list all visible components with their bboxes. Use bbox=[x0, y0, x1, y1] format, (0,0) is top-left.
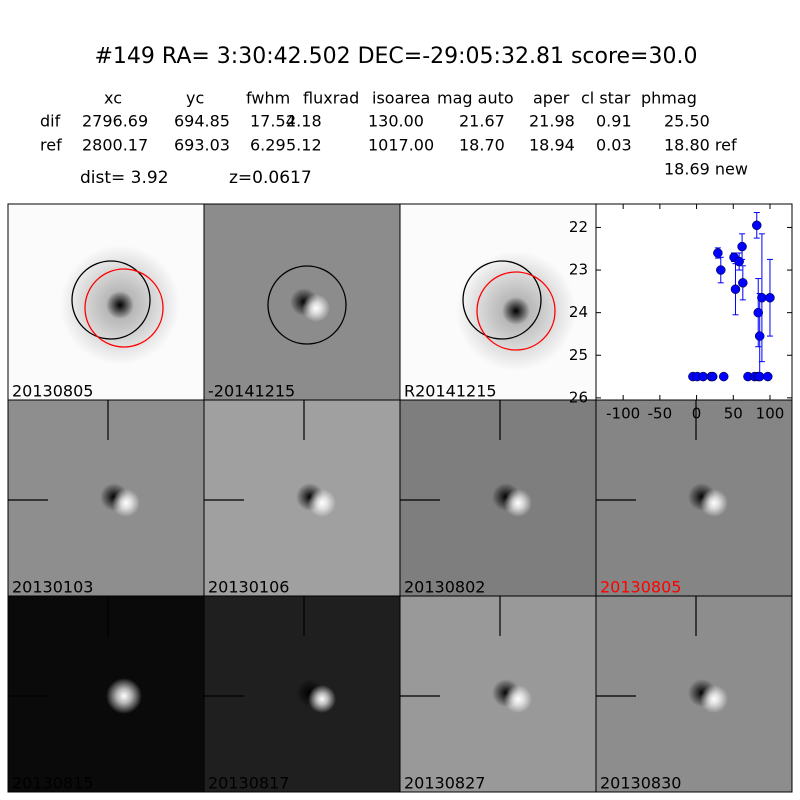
phmag-new: 18.69 new bbox=[664, 160, 748, 179]
data-point bbox=[718, 371, 729, 382]
data-point bbox=[753, 307, 763, 318]
image-stamp: -20141215 bbox=[203, 203, 401, 401]
stamp-label: -20141215 bbox=[208, 382, 295, 401]
table-cell: 130.00 bbox=[368, 112, 424, 131]
title: #149 RA= 3:30:42.502 DEC=-29:05:32.81 sc… bbox=[95, 44, 698, 69]
stamp-label: 20130830 bbox=[600, 774, 681, 793]
data-point bbox=[730, 284, 741, 294]
y-tick-label: 22 bbox=[569, 218, 588, 236]
x-tick-label: -100 bbox=[606, 405, 640, 423]
data-point bbox=[757, 292, 767, 303]
table-cell: 17.54 bbox=[250, 112, 296, 131]
table-cell: 21.98 bbox=[529, 112, 575, 131]
stamp-label: 20130106 bbox=[208, 578, 289, 597]
y-tick-label: 23 bbox=[569, 261, 588, 279]
x-tick-label: 0 bbox=[692, 405, 702, 423]
redshift: z=0.0617 bbox=[229, 168, 312, 188]
table-cell: 0.91 bbox=[596, 112, 632, 131]
image-stamp: 20130815 bbox=[7, 595, 205, 793]
table-cell: 21.67 bbox=[459, 112, 505, 131]
y-tick-label: 26 bbox=[569, 388, 588, 406]
image-stamp: 20130802 bbox=[399, 399, 597, 597]
column-header: fwhm bbox=[246, 89, 290, 108]
data-point bbox=[763, 371, 773, 382]
table-cell: 1017.00 bbox=[368, 136, 434, 155]
column-header: xc bbox=[104, 89, 122, 108]
column-header: fluxrad bbox=[303, 89, 359, 108]
x-tick-label: -50 bbox=[648, 405, 673, 423]
x-tick-label: 50 bbox=[724, 405, 743, 423]
aperture bbox=[71, 260, 151, 340]
column-header: phmag bbox=[641, 89, 697, 108]
data-point bbox=[716, 265, 726, 275]
x-tick-label: 100 bbox=[756, 405, 785, 423]
image-stamp: 20130805 bbox=[595, 399, 793, 597]
data-point bbox=[738, 278, 748, 288]
dist: dist= 3.92 bbox=[80, 168, 169, 188]
image-stamp: 20130805 bbox=[7, 203, 205, 401]
stamp-label: 20130827 bbox=[404, 774, 485, 793]
column-header: cl star bbox=[581, 89, 631, 108]
source-positive bbox=[504, 489, 532, 517]
stamp-background bbox=[8, 596, 204, 792]
image-stamp: 20130817 bbox=[203, 595, 401, 793]
image-stamp: R20141215 bbox=[399, 203, 597, 401]
data-point bbox=[707, 371, 718, 382]
table-cell: 0.03 bbox=[596, 136, 632, 155]
image-stamp: 20130827 bbox=[399, 595, 597, 793]
source-positive bbox=[700, 489, 728, 517]
table-cell: 5.12 bbox=[286, 136, 322, 155]
stamp-label: 20130805 bbox=[600, 578, 681, 597]
table-cell: 2800.17 bbox=[82, 136, 148, 155]
source-positive bbox=[308, 685, 336, 713]
table-cell: 693.03 bbox=[174, 136, 230, 155]
aperture bbox=[476, 271, 556, 351]
table-cell: 18.70 bbox=[459, 136, 505, 155]
stamp-label: 20130802 bbox=[404, 578, 485, 597]
image-stamp: 20130830 bbox=[595, 595, 793, 793]
stamp-label: R20141215 bbox=[404, 382, 497, 401]
source-positive bbox=[700, 685, 728, 713]
data-point bbox=[765, 292, 775, 303]
image-stamp: 20130106 bbox=[203, 399, 401, 597]
stamp-border bbox=[595, 595, 793, 793]
source bbox=[502, 297, 530, 325]
data-point bbox=[737, 241, 747, 252]
source bbox=[106, 291, 134, 319]
stamp-label: 20130817 bbox=[208, 774, 289, 793]
source-positive bbox=[504, 685, 532, 713]
y-tick-label: 25 bbox=[569, 346, 588, 364]
table-cell: 2796.69 bbox=[82, 112, 148, 131]
source bbox=[106, 678, 142, 714]
column-header: mag auto bbox=[437, 89, 514, 108]
table-cell: dif bbox=[40, 112, 61, 131]
data-point bbox=[698, 371, 708, 382]
source-positive bbox=[302, 294, 330, 322]
source-positive bbox=[112, 489, 140, 517]
aperture bbox=[84, 268, 164, 348]
column-header: aper bbox=[533, 89, 570, 108]
y-tick-label: 24 bbox=[569, 303, 588, 321]
image-stamp: 20130103 bbox=[7, 399, 205, 597]
table-cell: 694.85 bbox=[174, 112, 230, 131]
column-header: yc bbox=[186, 89, 204, 108]
aperture bbox=[462, 260, 542, 340]
table-cell: 18.94 bbox=[529, 136, 575, 155]
stamp-label: 20130815 bbox=[12, 774, 93, 793]
table-cell: 2.18 bbox=[286, 112, 322, 131]
stamp-label: 20130103 bbox=[12, 578, 93, 597]
data-point bbox=[752, 220, 762, 231]
table-cell: 25.50 bbox=[664, 112, 710, 131]
stamp-label: 20130805 bbox=[12, 382, 93, 401]
column-header: isoarea bbox=[372, 89, 430, 108]
data-point bbox=[713, 248, 723, 258]
table-cell: 6.29 bbox=[250, 136, 286, 155]
data-point bbox=[754, 331, 765, 341]
table-cell: 18.80 ref bbox=[664, 136, 737, 155]
source-positive bbox=[308, 489, 336, 517]
table-cell: ref bbox=[40, 136, 62, 155]
aperture bbox=[267, 265, 347, 345]
